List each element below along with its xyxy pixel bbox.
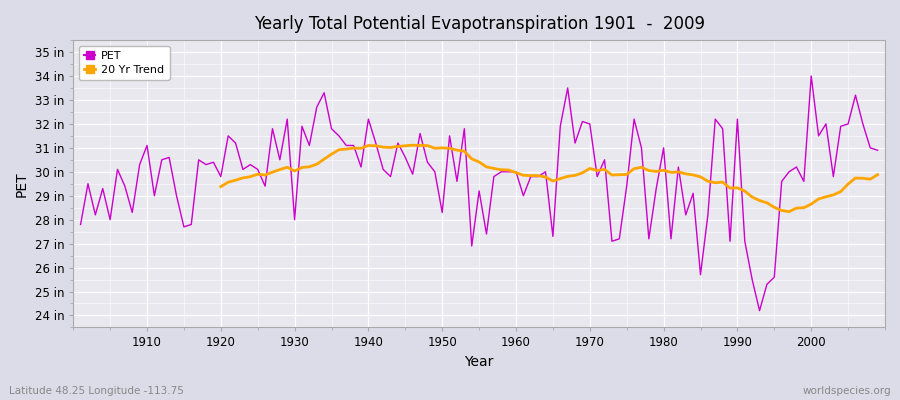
Text: Latitude 48.25 Longitude -113.75: Latitude 48.25 Longitude -113.75 [9,386,184,396]
X-axis label: Year: Year [464,355,494,369]
Legend: PET, 20 Yr Trend: PET, 20 Yr Trend [79,46,170,80]
Title: Yearly Total Potential Evapotranspiration 1901  -  2009: Yearly Total Potential Evapotranspiratio… [254,15,705,33]
Y-axis label: PET: PET [15,171,29,196]
Text: worldspecies.org: worldspecies.org [803,386,891,396]
